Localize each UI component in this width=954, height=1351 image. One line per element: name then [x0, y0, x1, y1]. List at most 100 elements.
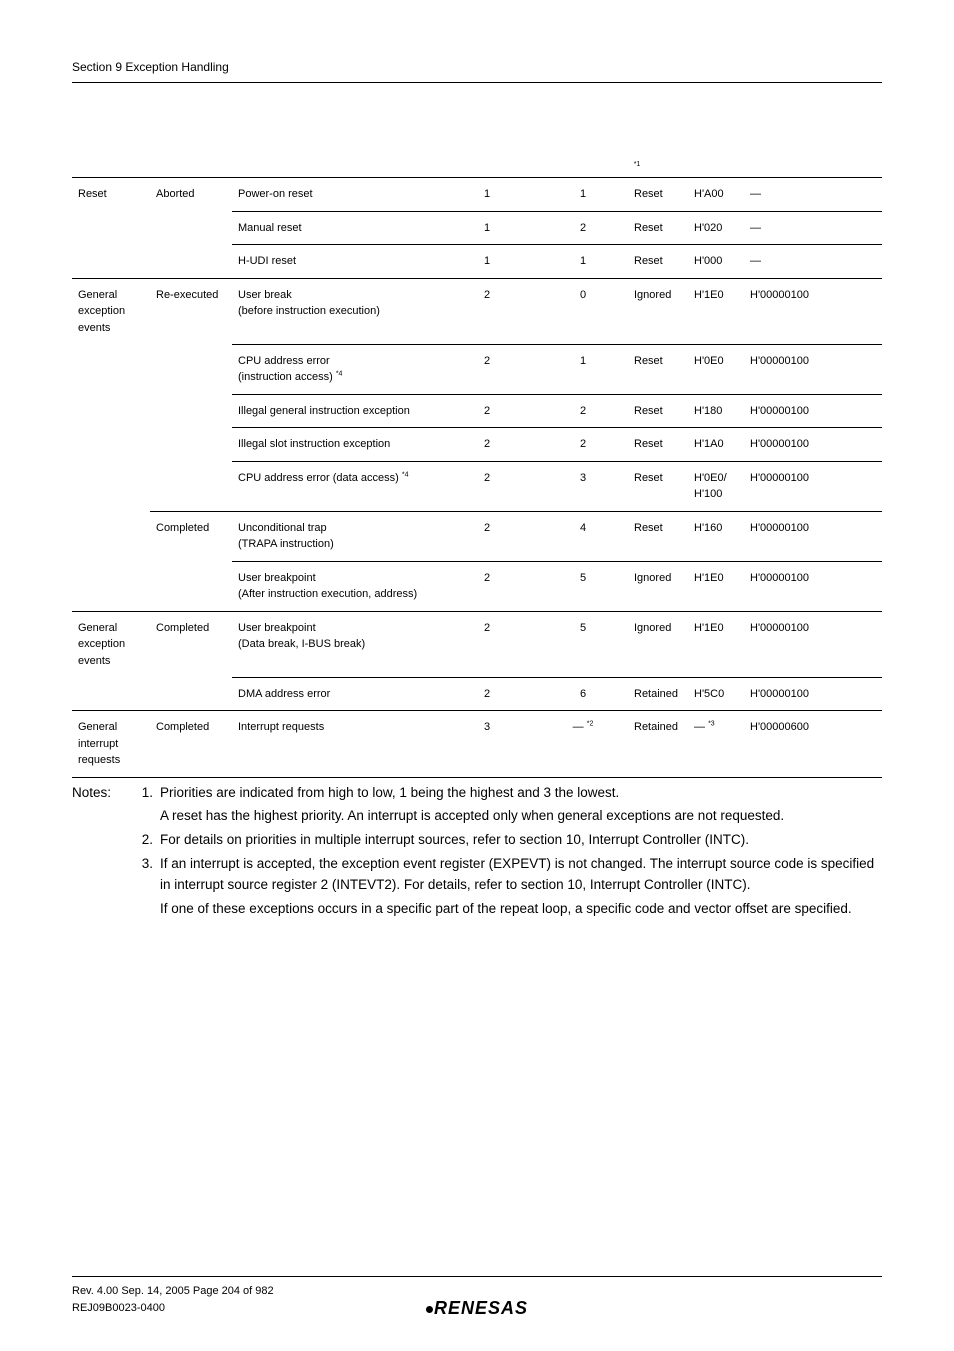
table-row: Illegal general instruction exception22R…	[72, 394, 882, 428]
cell-c5: 0	[538, 278, 628, 344]
cell-c1	[72, 245, 150, 279]
cell-c1: General exception events	[72, 611, 150, 677]
cell-c6: Reset	[628, 428, 688, 462]
cell-c3: User break(before instruction execution)	[232, 278, 478, 344]
cell-c7: H'0E0/H'100	[688, 461, 744, 511]
cell-c3: H-UDI reset	[232, 245, 478, 279]
table-row: General exception eventsRe-executedUser …	[72, 278, 882, 344]
cell-c7: H'A00	[688, 178, 744, 212]
cell-c5: 2	[538, 394, 628, 428]
cell-c2	[150, 245, 232, 279]
cell-c5: 1	[538, 245, 628, 279]
logo-text: RENESAS	[434, 1298, 528, 1318]
cell-c1: General exception events	[72, 278, 150, 344]
cell-c7: H'0E0	[688, 344, 744, 394]
cell-c5: 6	[538, 677, 628, 711]
cell-c4: 1	[478, 245, 538, 279]
cell-c2	[150, 211, 232, 245]
cell-c8: H'00000100	[744, 511, 882, 561]
cell-c7: H'1E0	[688, 611, 744, 677]
cell-c5: 5	[538, 561, 628, 611]
cell-c2	[150, 394, 232, 428]
sup-ref-wrap: *1	[72, 153, 882, 171]
cell-c1	[72, 344, 150, 394]
note-row: Notes:1.Priorities are indicated from hi…	[72, 783, 882, 804]
renesas-logo: RENESAS	[426, 1298, 528, 1319]
cell-c2	[150, 428, 232, 462]
cell-c1: Reset	[72, 178, 150, 212]
table-row: ResetAbortedPower-on reset11ResetH'A00—	[72, 178, 882, 212]
cell-c3: Power-on reset	[232, 178, 478, 212]
cell-c5: 2	[538, 211, 628, 245]
note-row: 3.If an interrupt is accepted, the excep…	[72, 854, 882, 896]
note-text: For details on priorities in multiple in…	[160, 830, 882, 851]
cell-c6: Reset	[628, 211, 688, 245]
cell-c4: 2	[478, 611, 538, 677]
table-row: CPU address error(instruction access) *4…	[72, 344, 882, 394]
cell-c1: General interrupt requests	[72, 711, 150, 778]
cell-c4: 3	[478, 711, 538, 778]
cell-c4: 2	[478, 561, 538, 611]
cell-c1	[72, 511, 150, 561]
cell-c7: H'180	[688, 394, 744, 428]
cell-c7: H'020	[688, 211, 744, 245]
note-text: Priorities are indicated from high to lo…	[160, 783, 882, 804]
table-row: H-UDI reset11ResetH'000—	[72, 245, 882, 279]
cell-c1	[72, 677, 150, 711]
cell-c2	[150, 677, 232, 711]
cell-c3: CPU address error(instruction access) *4	[232, 344, 478, 394]
table-row: CPU address error (data access) *423Rese…	[72, 461, 882, 511]
note-number: 2.	[134, 830, 160, 851]
table-row: User breakpoint(After instruction execut…	[72, 561, 882, 611]
sup-ref-1: *1	[634, 161, 641, 168]
cell-c5: 1	[538, 344, 628, 394]
table-row: General exception eventsCompletedUser br…	[72, 611, 882, 677]
cell-c8: H'00000100	[744, 428, 882, 462]
cell-c8: H'00000100	[744, 561, 882, 611]
cell-c5: 1	[538, 178, 628, 212]
cell-c6: Reset	[628, 394, 688, 428]
cell-c8: H'00000100	[744, 611, 882, 677]
cell-c4: 2	[478, 428, 538, 462]
cell-c1	[72, 461, 150, 511]
cell-c4: 2	[478, 511, 538, 561]
cell-c3: User breakpoint(After instruction execut…	[232, 561, 478, 611]
cell-c3: Interrupt requests	[232, 711, 478, 778]
cell-c5: 4	[538, 511, 628, 561]
table-row: Manual reset12ResetH'020—	[72, 211, 882, 245]
cell-c7: H'1E0	[688, 278, 744, 344]
cell-c2: Aborted	[150, 178, 232, 212]
cell-c8: —	[744, 245, 882, 279]
cell-c8: H'00000100	[744, 278, 882, 344]
cell-c8: H'00000100	[744, 677, 882, 711]
header-rule	[72, 82, 882, 83]
cell-c4: 1	[478, 178, 538, 212]
notes-label: Notes:	[72, 783, 134, 804]
cell-c3: Illegal slot instruction exception	[232, 428, 478, 462]
cell-c4: 2	[478, 394, 538, 428]
cell-c6: Reset	[628, 344, 688, 394]
cell-c7: H'000	[688, 245, 744, 279]
cell-c6: Ignored	[628, 561, 688, 611]
cell-c7: H'1E0	[688, 561, 744, 611]
note-row: If one of these exceptions occurs in a s…	[72, 899, 882, 920]
table-row: CompletedUnconditional trap(TRAPA instru…	[72, 511, 882, 561]
note-text: If one of these exceptions occurs in a s…	[160, 899, 882, 920]
cell-c6: Ignored	[628, 278, 688, 344]
table-row: DMA address error26RetainedH'5C0H'000001…	[72, 677, 882, 711]
cell-c7: H'5C0	[688, 677, 744, 711]
cell-c3: Unconditional trap(TRAPA instruction)	[232, 511, 478, 561]
cell-c8: H'00000100	[744, 394, 882, 428]
cell-c2: Re-executed	[150, 278, 232, 344]
cell-c6: Reset	[628, 511, 688, 561]
cell-c8: —	[744, 211, 882, 245]
cell-c7: — *3	[688, 711, 744, 778]
cell-c6: Reset	[628, 461, 688, 511]
cell-c2: Completed	[150, 711, 232, 778]
cell-c8: H'00000600	[744, 711, 882, 778]
cell-c5: 5	[538, 611, 628, 677]
cell-c3: CPU address error (data access) *4	[232, 461, 478, 511]
table-row: General interrupt requestsCompletedInter…	[72, 711, 882, 778]
cell-c6: Reset	[628, 178, 688, 212]
cell-c8: —	[744, 178, 882, 212]
